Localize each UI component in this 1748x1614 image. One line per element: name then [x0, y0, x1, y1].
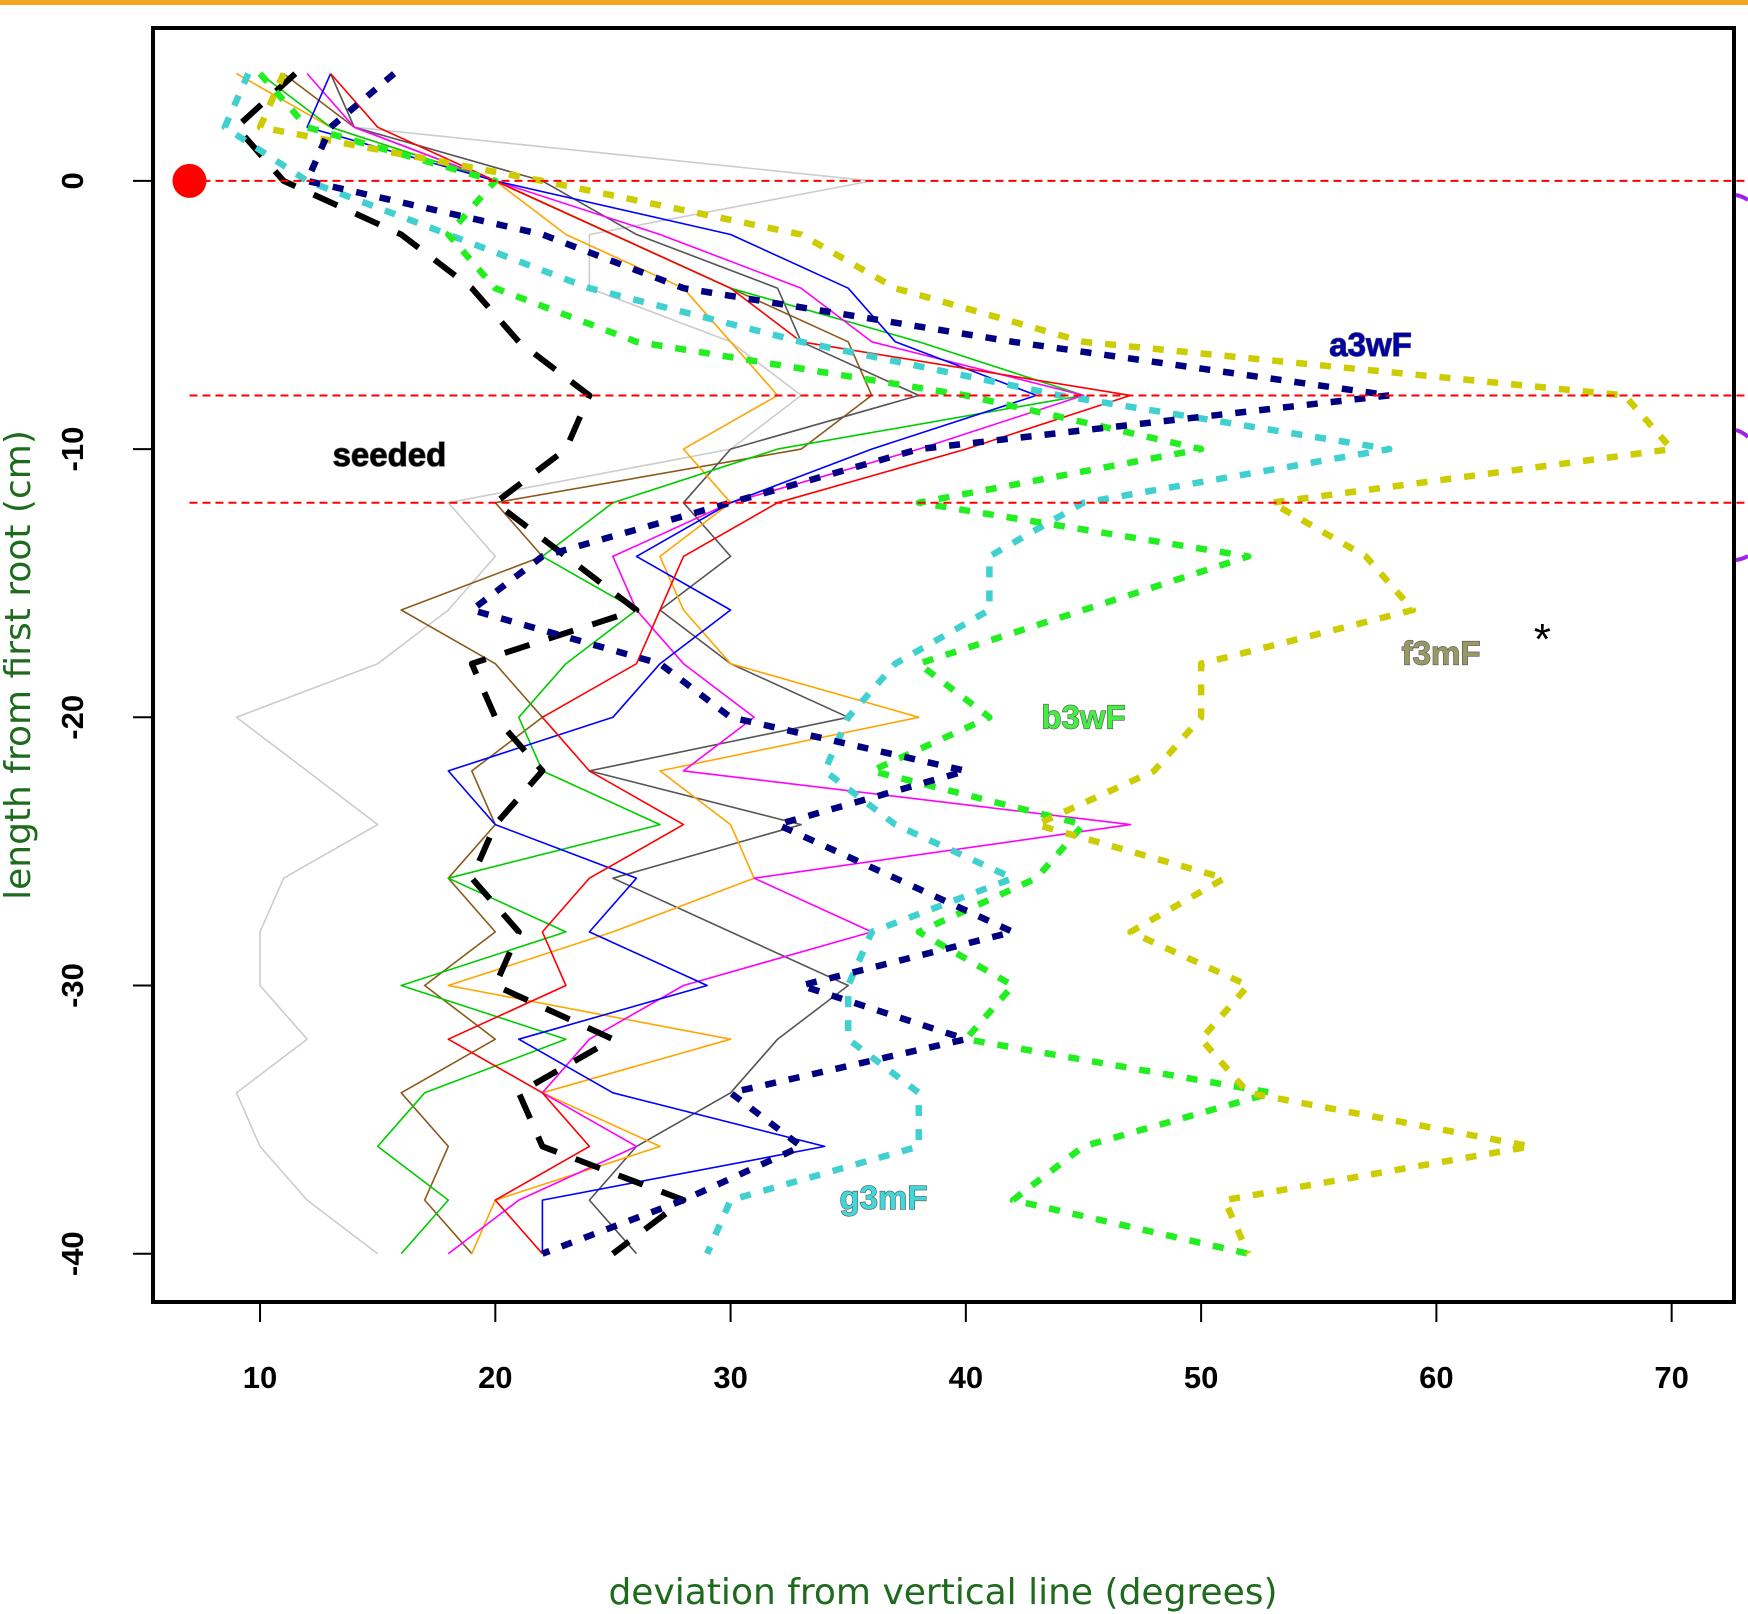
series-line [303, 71, 1393, 1257]
series-line [259, 72, 1085, 1255]
plot-area [221, 71, 1675, 1257]
annotation: seeded [333, 436, 447, 473]
y-tick-label: -30 [55, 963, 90, 1008]
x-tick-label: 70 [1654, 1360, 1688, 1395]
annotation: b3wF [1041, 699, 1125, 736]
annotation: a3wF [1329, 326, 1412, 363]
y-tick-label: -10 [55, 427, 90, 472]
x-tick-label: 20 [478, 1360, 512, 1395]
y-tick-label: -40 [55, 1231, 90, 1276]
series-line [257, 71, 1275, 1257]
top-border [0, 0, 1748, 5]
y-axis-title: length from first root (cm) [0, 430, 39, 900]
edge-arcs [1735, 193, 1748, 562]
x-tick-label: 40 [949, 1360, 983, 1395]
series-line [329, 73, 920, 1255]
series-line [256, 72, 1675, 1256]
series-line [221, 72, 1393, 1256]
annotation: * [1534, 615, 1551, 664]
x-axis-title: deviation from vertical line (degrees) [608, 1572, 1277, 1613]
x-tick-label: 30 [713, 1360, 747, 1395]
x-tick-label: 50 [1184, 1360, 1218, 1395]
series-line [235, 73, 873, 1255]
series-line [306, 73, 1132, 1255]
marker-point [172, 163, 207, 198]
series-line [233, 71, 687, 1257]
annotation: g3mF [839, 1179, 927, 1216]
series-line [306, 73, 1038, 1254]
x-tick-label: 10 [243, 1360, 277, 1395]
series-line [329, 73, 1132, 1255]
plot-frame [151, 26, 1736, 1304]
y-tick-label: 0 [55, 172, 90, 189]
series-line [236, 72, 920, 1255]
series-line [283, 72, 873, 1255]
y-tick-label: -20 [55, 695, 90, 740]
annotation: f3mF [1402, 634, 1481, 671]
x-tick-label: 60 [1419, 1360, 1453, 1395]
